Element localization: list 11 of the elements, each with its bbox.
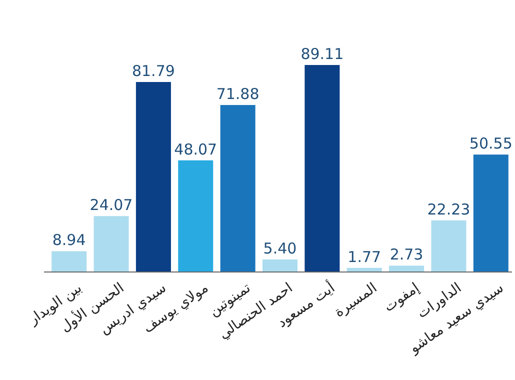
data-label: 89.11 [300,45,344,63]
data-label: 50.55 [469,134,512,153]
data-label: 8.94 [52,231,86,250]
data-label: 71.88 [216,85,260,104]
data-label: 48.07 [174,140,218,158]
data-label: 24.07 [90,196,133,214]
data-label: 81.79 [132,62,175,80]
data-label: 22.23 [427,200,470,218]
data-label: 5.40 [263,239,297,258]
data-label: 2.73 [390,246,424,264]
data-label: 1.77 [348,248,382,266]
